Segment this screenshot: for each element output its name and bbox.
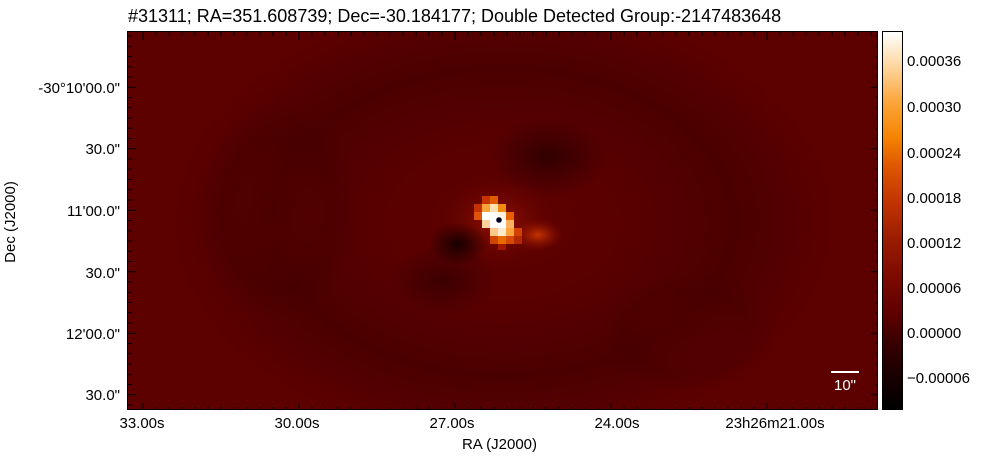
colorbar-tick-label: 0.00024 [907,145,962,162]
scale-bar-label: 10" [834,377,856,394]
y-tick-label: 30.0" [85,387,120,404]
positive-lobe [512,219,564,251]
colorbar-tick-label: 0.00012 [907,235,962,252]
sidelobe-ring [598,272,778,392]
colorbar-tick-label: 0.00036 [907,53,962,70]
x-tick-label: 30.00s [274,415,320,432]
colorbar-tick-label: 0.00018 [907,190,962,207]
colorbar [882,31,903,410]
colorbar-tick-label: −0.00006 [907,370,970,387]
source-position-marker [496,217,502,223]
colorbar-tick-label: 0.00000 [907,325,962,342]
x-tick-label: 33.00s [119,415,165,432]
x-axis-label: RA (J2000) [461,436,538,453]
colorbar-tick-label: 0.00006 [907,280,962,297]
y-tick-label: -30°10'00.0" [38,80,120,97]
colorbar-tick-label: 0.00030 [907,99,962,116]
negative-region [488,117,608,197]
y-tick-label: 30.0" [85,141,120,158]
image-panel: 10" [127,31,878,410]
x-tick-label: 27.00s [429,415,475,432]
x-tick-label: 24.00s [594,415,640,432]
x-tick-label: 23h26m21.00s [725,415,825,432]
radio-image: 10" [128,32,877,409]
axis-ticks [128,32,877,409]
y-tick-label: 12'00.0" [65,326,120,343]
negative-dip [428,222,488,266]
bright-source [474,196,522,250]
y-tick-label: 11'00.0" [67,203,120,220]
sidelobe-ring [198,102,358,322]
y-tick-label: 30.0" [85,265,120,282]
figure-title: #31311; RA=351.608739; Dec=-30.184177; D… [128,6,782,26]
